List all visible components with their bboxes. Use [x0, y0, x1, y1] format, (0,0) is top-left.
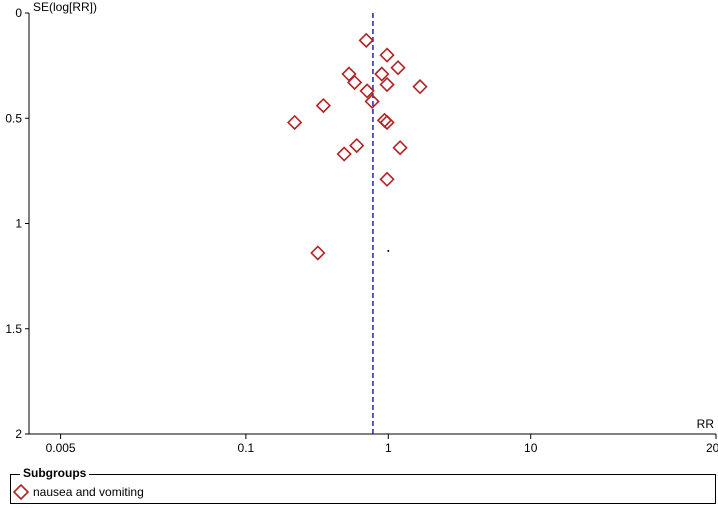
data-point: [359, 83, 375, 99]
data-point: [390, 60, 406, 76]
legend-title: Subgroups: [20, 466, 90, 480]
data-point: [364, 93, 380, 110]
y-tick-label: 1: [15, 217, 22, 231]
data-point: [358, 32, 374, 48]
data-point: [374, 66, 390, 82]
y-tick-label: 2: [15, 427, 22, 441]
legend-label: nausea and vomiting: [33, 485, 144, 499]
y-tick-label: 0.5: [5, 111, 22, 125]
x-tick-label: 1: [385, 441, 392, 455]
stray-dot: [387, 249, 390, 252]
data-point: [287, 114, 303, 131]
data-point: [346, 74, 363, 91]
y-axis-ticks: 0 0.5 1 1.5 2: [5, 6, 29, 441]
y-axis-title: SE(log[RR]): [33, 0, 97, 14]
x-tick-label: 200: [706, 441, 718, 455]
data-point: [379, 76, 395, 93]
y-tick-label: 1.5: [5, 322, 22, 336]
data-point: [310, 245, 326, 261]
data-point: [341, 66, 357, 82]
x-tick-label: 0.005: [46, 441, 76, 455]
data-point: [392, 140, 408, 156]
x-tick-label: 10: [524, 441, 538, 455]
x-axis-ticks: 0.005 0.1 1 10 200: [46, 434, 718, 455]
data-point: [379, 47, 395, 63]
data-point: [412, 79, 428, 95]
funnel-plot: 0 0.5 1 1.5 2 0.005 0.1 1 10 200 SE(log[RR]) RR: [5, 0, 718, 455]
data-point: [379, 171, 395, 187]
data-point: [379, 114, 395, 131]
x-axis-title: RR: [697, 417, 715, 431]
x-tick-label: 0.1: [238, 441, 255, 455]
diamond-marker-icon: [12, 484, 30, 500]
data-point: [336, 146, 352, 162]
legend-item-nausea-and-vomiting: nausea and vomiting: [12, 484, 144, 500]
y-tick-label: 0: [15, 6, 22, 20]
data-point: [376, 112, 393, 128]
data-point: [349, 137, 365, 154]
data-point: [315, 97, 331, 114]
legend-box: [10, 474, 716, 504]
data-points: [287, 32, 428, 261]
